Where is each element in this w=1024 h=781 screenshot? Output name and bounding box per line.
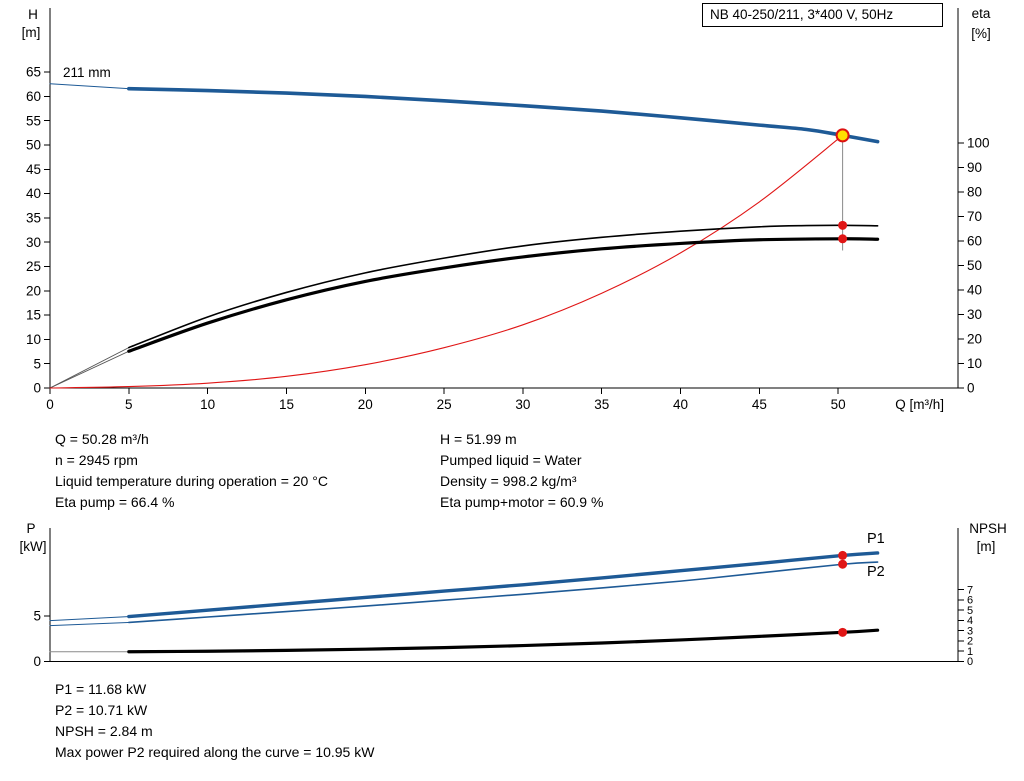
- power-info-block: P1 = 11.68 kW P2 = 10.71 kW NPSH = 2.84 …: [55, 679, 374, 763]
- p1-point: [838, 550, 848, 560]
- power-chart-right-tick-label: 7: [967, 584, 973, 596]
- p-axis-title-line1: P: [26, 521, 35, 536]
- head-chart-x-tick-label: 15: [279, 397, 294, 412]
- head-chart-left-tick-label: 30: [26, 235, 41, 250]
- eta-axis-title-line2: [%]: [971, 26, 991, 41]
- duty-info-left-column: Q = 50.28 m³/h n = 2945 rpm Liquid tempe…: [55, 429, 328, 513]
- power-chart-right-tick-label: 2: [967, 636, 973, 648]
- power-chart-right-tick-label: 4: [967, 615, 973, 627]
- head-chart-left-tick-label: 45: [26, 162, 41, 177]
- head-chart-x-tick-label: 30: [515, 397, 530, 412]
- eta-pump-motor-curve: [127, 237, 880, 353]
- power-chart-right-tick-label: 0: [967, 656, 973, 668]
- npsh-axis-title-line1: NPSH: [969, 521, 1007, 536]
- head-chart-x-tick-label: 25: [437, 397, 452, 412]
- head-chart-left-tick-label: 0: [33, 381, 41, 396]
- head-chart-right-tick-label: 60: [967, 234, 982, 249]
- npsh-axis-title-line2: [m]: [977, 539, 996, 554]
- system-curve: [49, 134, 844, 389]
- pump-designation-box: NB 40-250/211, 3*400 V, 50Hz: [702, 3, 943, 27]
- power-chart-right-tick-label: 1: [967, 646, 973, 658]
- head-chart-right-tick-label: 50: [967, 258, 982, 273]
- head-chart-right-tick-label: 0: [967, 381, 975, 396]
- h-axis-title-line1: H: [28, 7, 38, 22]
- head-chart-left-tick-label: 20: [26, 283, 41, 298]
- head-chart-left-tick-label: 50: [26, 138, 41, 153]
- power-chart-left-tick-label: 0: [33, 654, 41, 669]
- power-chart-right-tick-label: 6: [967, 595, 973, 607]
- head-chart-right-tick-label: 80: [967, 185, 982, 200]
- h-axis-title-line2: [m]: [22, 25, 41, 40]
- info-line-speed: n = 2945 rpm: [55, 452, 138, 468]
- head-chart-right-tick-label: 30: [967, 307, 982, 322]
- p2-curve: [128, 561, 879, 624]
- head-chart-x-axis-label: Q [m³/h]: [895, 397, 944, 412]
- head-chart-right-tick-label: 100: [967, 136, 990, 151]
- eta-pump-motor-inlet: [49, 350, 130, 389]
- p1-curve-inlet: [49, 616, 130, 622]
- head-curve-inlet: [49, 83, 130, 90]
- head-chart-x-tick-label: 20: [358, 397, 373, 412]
- head-chart-x-tick-label: 10: [200, 397, 215, 412]
- p2-point: [838, 559, 848, 569]
- head-curve: [127, 86, 880, 144]
- power-chart-right-tick-label: 5: [967, 605, 973, 617]
- p2-label: P2: [867, 564, 885, 580]
- eta-axis-title-line1: eta: [972, 6, 991, 21]
- eta-pump-motor-point: [838, 234, 848, 244]
- p-axis-title-line2: [kW]: [20, 539, 47, 554]
- p2-curve-inlet: [49, 621, 130, 627]
- eta-pump-point: [838, 220, 848, 230]
- head-chart-x-tick-label: 5: [125, 397, 133, 412]
- info-line-flow: Q = 50.28 m³/h: [55, 431, 149, 447]
- power-chart-left-tick-label: 5: [33, 609, 41, 624]
- npsh-point: [838, 627, 848, 637]
- head-chart-right-tick-label: 90: [967, 160, 982, 175]
- head-chart-x-tick-label: 40: [673, 397, 688, 412]
- head-chart-left-tick-label: 55: [26, 113, 41, 128]
- duty-point: [835, 128, 850, 143]
- eta-pump-curve: [128, 224, 879, 349]
- head-chart-left-tick-label: 10: [26, 332, 41, 347]
- impeller-size-label: 211 mm: [63, 65, 111, 80]
- eta-pump-inlet: [49, 347, 130, 389]
- head-chart-x-tick-label: 0: [46, 397, 54, 412]
- head-chart-x-tick-label: 50: [831, 397, 846, 412]
- head-chart-left-tick-label: 5: [33, 356, 41, 371]
- p1-label: P1: [867, 531, 885, 547]
- head-chart-x-tick-label: 45: [752, 397, 767, 412]
- info-line-npsh: NPSH = 2.84 m: [55, 723, 153, 739]
- head-chart-right-tick-label: 40: [967, 283, 982, 298]
- head-chart-left-tick-label: 60: [26, 89, 41, 104]
- head-chart-left-tick-label: 15: [26, 308, 41, 323]
- duty-info-right-column: H = 51.99 m Pumped liquid = Water Densit…: [440, 429, 603, 513]
- head-chart-left-tick-label: 65: [26, 65, 41, 80]
- info-line-max-power: Max power P2 required along the curve = …: [55, 744, 375, 760]
- info-line-eta-pump: Eta pump = 66.4 %: [55, 494, 175, 510]
- head-chart-left-tick-label: 40: [26, 186, 41, 201]
- head-chart-right-tick-label: 20: [967, 332, 982, 347]
- head-chart-left-tick-label: 35: [26, 211, 41, 226]
- p1-curve: [127, 551, 880, 619]
- info-line-p1: P1 = 11.68 kW: [55, 681, 147, 697]
- head-chart-x-tick-label: 35: [594, 397, 609, 412]
- power-chart-right-tick-label: 3: [967, 625, 973, 637]
- head-chart-right-tick-label: 70: [967, 209, 982, 224]
- info-line-head: H = 51.99 m: [440, 431, 517, 447]
- info-line-eta-pump-motor: Eta pump+motor = 60.9 %: [440, 494, 604, 510]
- head-chart-left-tick-label: 25: [26, 259, 41, 274]
- info-line-liquid-temp: Liquid temperature during operation = 20…: [55, 473, 328, 489]
- npsh-curve: [127, 628, 880, 654]
- head-chart-right-tick-label: 10: [967, 356, 982, 371]
- info-line-density: Density = 998.2 kg/m³: [440, 473, 577, 489]
- info-line-p2: P2 = 10.71 kW: [55, 702, 148, 718]
- info-line-pumped-liquid: Pumped liquid = Water: [440, 452, 582, 468]
